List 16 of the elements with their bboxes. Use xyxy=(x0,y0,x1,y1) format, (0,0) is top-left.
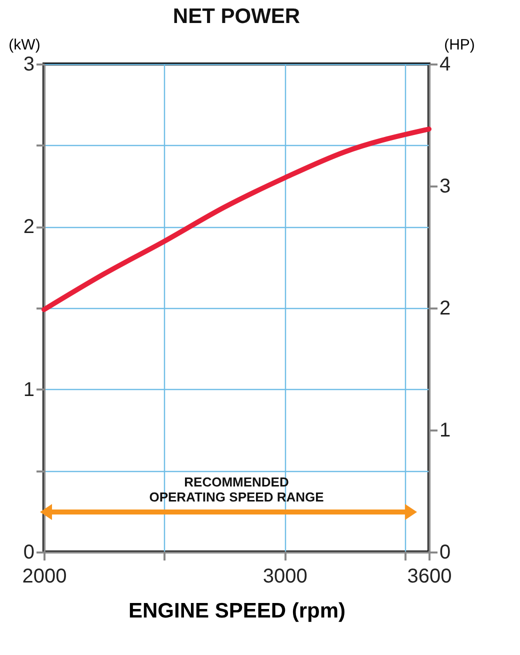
y-tick-label: 3 xyxy=(23,54,34,76)
y-tick-label: 1 xyxy=(23,378,34,401)
y2-tick-label: 4 xyxy=(440,54,451,76)
y2-tick-label: 0 xyxy=(440,542,451,564)
x-tick-label: 2000 xyxy=(22,566,67,588)
x-tick-label: 3000 xyxy=(262,566,308,588)
x-tick-label: 3600 xyxy=(407,566,452,588)
x-axis-title: ENGINE SPEED (rpm) xyxy=(128,600,346,622)
y2-axis-title: (HP) xyxy=(444,36,475,54)
y2-tick-label: 3 xyxy=(440,176,451,198)
y2-tick-label: 1 xyxy=(440,420,451,442)
y-tick-label: 2 xyxy=(23,216,34,238)
chart-title: NET POWER xyxy=(172,5,300,28)
y2-tick-label: 2 xyxy=(440,298,451,320)
y-axis-title: (kW) xyxy=(8,36,40,54)
y-tick-label: 0 xyxy=(23,542,34,564)
